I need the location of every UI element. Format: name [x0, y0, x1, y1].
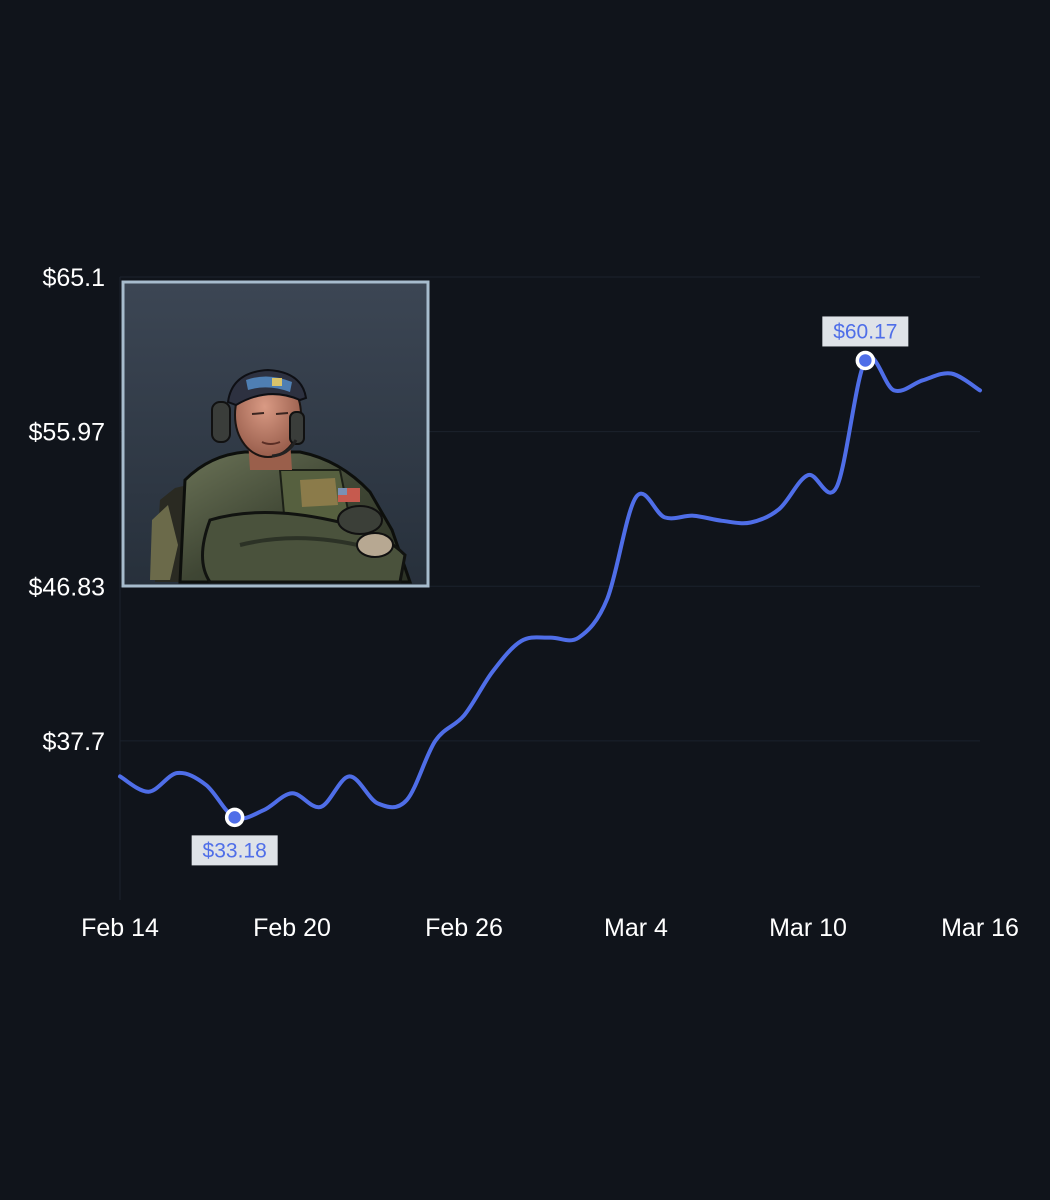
series-line	[118, 355, 982, 821]
x-tick-label: Feb 20	[253, 914, 331, 942]
soldier-icon	[150, 368, 413, 584]
max-marker	[855, 350, 876, 371]
y-tick-label: $37.7	[42, 728, 105, 756]
annotations: $33.18 $60.17	[191, 316, 909, 866]
y-tick-labels: $65.1 $55.97 $46.83 $37.7	[29, 264, 105, 756]
min-label-box	[191, 835, 278, 866]
x-tick-label: Mar 16	[941, 914, 1019, 942]
operator-portrait	[121, 280, 430, 588]
series	[118, 355, 982, 821]
x-tick-label: Mar 10	[769, 914, 847, 942]
max-label: $60.17	[833, 320, 897, 343]
y-tick-label: $55.97	[29, 419, 105, 447]
y-tick-label: $65.1	[42, 264, 105, 292]
min-label: $33.18	[203, 839, 267, 862]
x-tick-label: Mar 4	[604, 914, 668, 942]
max-label-box	[822, 316, 909, 347]
x-tick-labels: Feb 14 Feb 20 Feb 26 Mar 4 Mar 10 Mar 16	[81, 914, 1019, 942]
x-tick-label: Feb 26	[425, 914, 503, 942]
y-tick-label: $46.83	[29, 573, 105, 601]
x-tick-label: Feb 14	[81, 914, 159, 942]
min-marker	[224, 807, 245, 828]
